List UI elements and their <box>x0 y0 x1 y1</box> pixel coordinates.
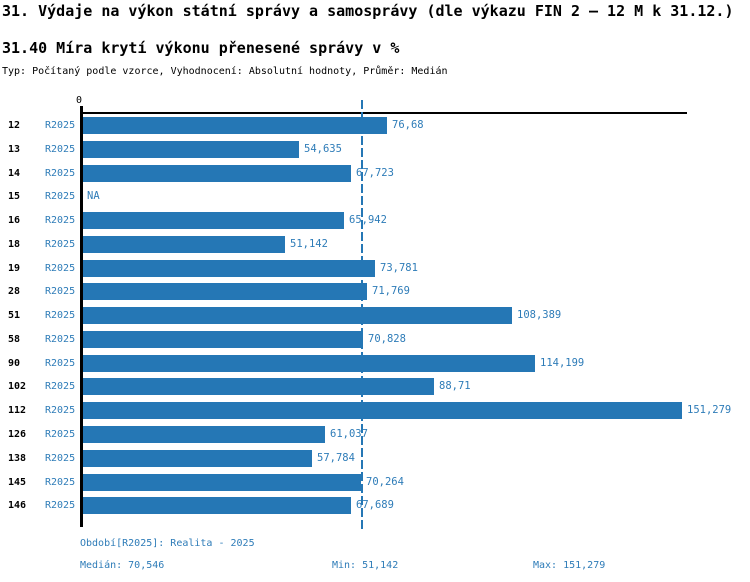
row-category-label: 15 <box>8 191 21 202</box>
row-category-label: 145 <box>8 477 27 488</box>
row-series-label: R2025 <box>45 168 76 179</box>
row-category-label: 90 <box>8 358 21 369</box>
row-series-label: R2025 <box>45 239 76 250</box>
bar <box>83 165 351 182</box>
row-series-label: R2025 <box>45 334 76 345</box>
bar <box>83 283 367 300</box>
chart-title: 31. Výdaje na výkon státní správy a samo… <box>2 2 734 20</box>
bar-value-label: 76,68 <box>392 119 424 131</box>
row-category-label: 58 <box>8 334 21 345</box>
bar-value-label: 114,199 <box>540 357 585 369</box>
bar-value-label: 70,264 <box>366 476 404 488</box>
row-series-label: R2025 <box>45 310 76 321</box>
footer-period: Období[R2025]: Realita - 2025 <box>80 538 255 549</box>
bar <box>83 307 512 324</box>
row-category-label: 102 <box>8 381 27 392</box>
bar <box>83 497 351 514</box>
row-category-label: 138 <box>8 453 27 464</box>
bar <box>83 141 299 158</box>
row-series-label: R2025 <box>45 215 76 226</box>
row-series-label: R2025 <box>45 500 76 511</box>
bar <box>83 236 285 253</box>
row-series-label: R2025 <box>45 381 76 392</box>
bar <box>83 378 434 395</box>
chart-subtitle: 31.40 Míra krytí výkonu přenesené správy… <box>2 39 400 57</box>
bar <box>83 260 375 277</box>
y-axis-line <box>80 106 83 527</box>
bar <box>83 402 682 419</box>
bar-value-label: 70,828 <box>368 333 406 345</box>
bar-value-label: 61,037 <box>330 428 368 440</box>
footer-median: Medián: 70,546 <box>80 560 165 571</box>
x-axis-zero-label: 0 <box>76 95 83 106</box>
bar <box>83 474 361 491</box>
row-series-label: R2025 <box>45 405 76 416</box>
bar-value-label: 67,689 <box>356 499 394 511</box>
bar-value-label: 67,723 <box>356 167 394 179</box>
footer-min: Min: 51,142 <box>332 560 399 571</box>
row-series-label: R2025 <box>45 286 76 297</box>
bar <box>83 212 344 229</box>
row-category-label: 112 <box>8 405 27 416</box>
bar-value-label: 73,781 <box>380 262 418 274</box>
bar-value-label: 108,389 <box>517 309 562 321</box>
row-series-label: R2025 <box>45 263 76 274</box>
bar-value-label: 88,71 <box>439 380 471 392</box>
bar <box>83 426 325 443</box>
chart-top-border <box>81 112 687 114</box>
row-category-label: 19 <box>8 263 21 274</box>
row-series-label: R2025 <box>45 120 76 131</box>
bar <box>83 355 535 372</box>
row-category-label: 14 <box>8 168 21 179</box>
bar-value-label: 151,279 <box>687 404 732 416</box>
bar-value-label: 51,142 <box>290 238 328 250</box>
footer-max: Max: 151,279 <box>533 560 606 571</box>
row-series-label: R2025 <box>45 191 76 202</box>
row-series-label: R2025 <box>45 429 76 440</box>
row-series-label: R2025 <box>45 144 76 155</box>
bar <box>83 450 312 467</box>
bar-value-label: 71,769 <box>372 285 410 297</box>
bar-value-label: 57,784 <box>317 452 355 464</box>
row-category-label: 146 <box>8 500 27 511</box>
row-na-label: NA <box>87 190 100 202</box>
row-category-label: 126 <box>8 429 27 440</box>
row-category-label: 12 <box>8 120 21 131</box>
row-category-label: 18 <box>8 239 21 250</box>
row-category-label: 28 <box>8 286 21 297</box>
row-series-label: R2025 <box>45 358 76 369</box>
bar <box>83 117 387 134</box>
chart-meta-line: Typ: Počítaný podle vzorce, Vyhodnocení:… <box>2 66 448 77</box>
bar-value-label: 54,635 <box>304 143 342 155</box>
row-category-label: 51 <box>8 310 21 321</box>
row-series-label: R2025 <box>45 453 76 464</box>
row-series-label: R2025 <box>45 477 76 488</box>
bar-value-label: 65,942 <box>349 214 387 226</box>
bar <box>83 331 363 348</box>
row-category-label: 13 <box>8 144 21 155</box>
row-category-label: 16 <box>8 215 21 226</box>
